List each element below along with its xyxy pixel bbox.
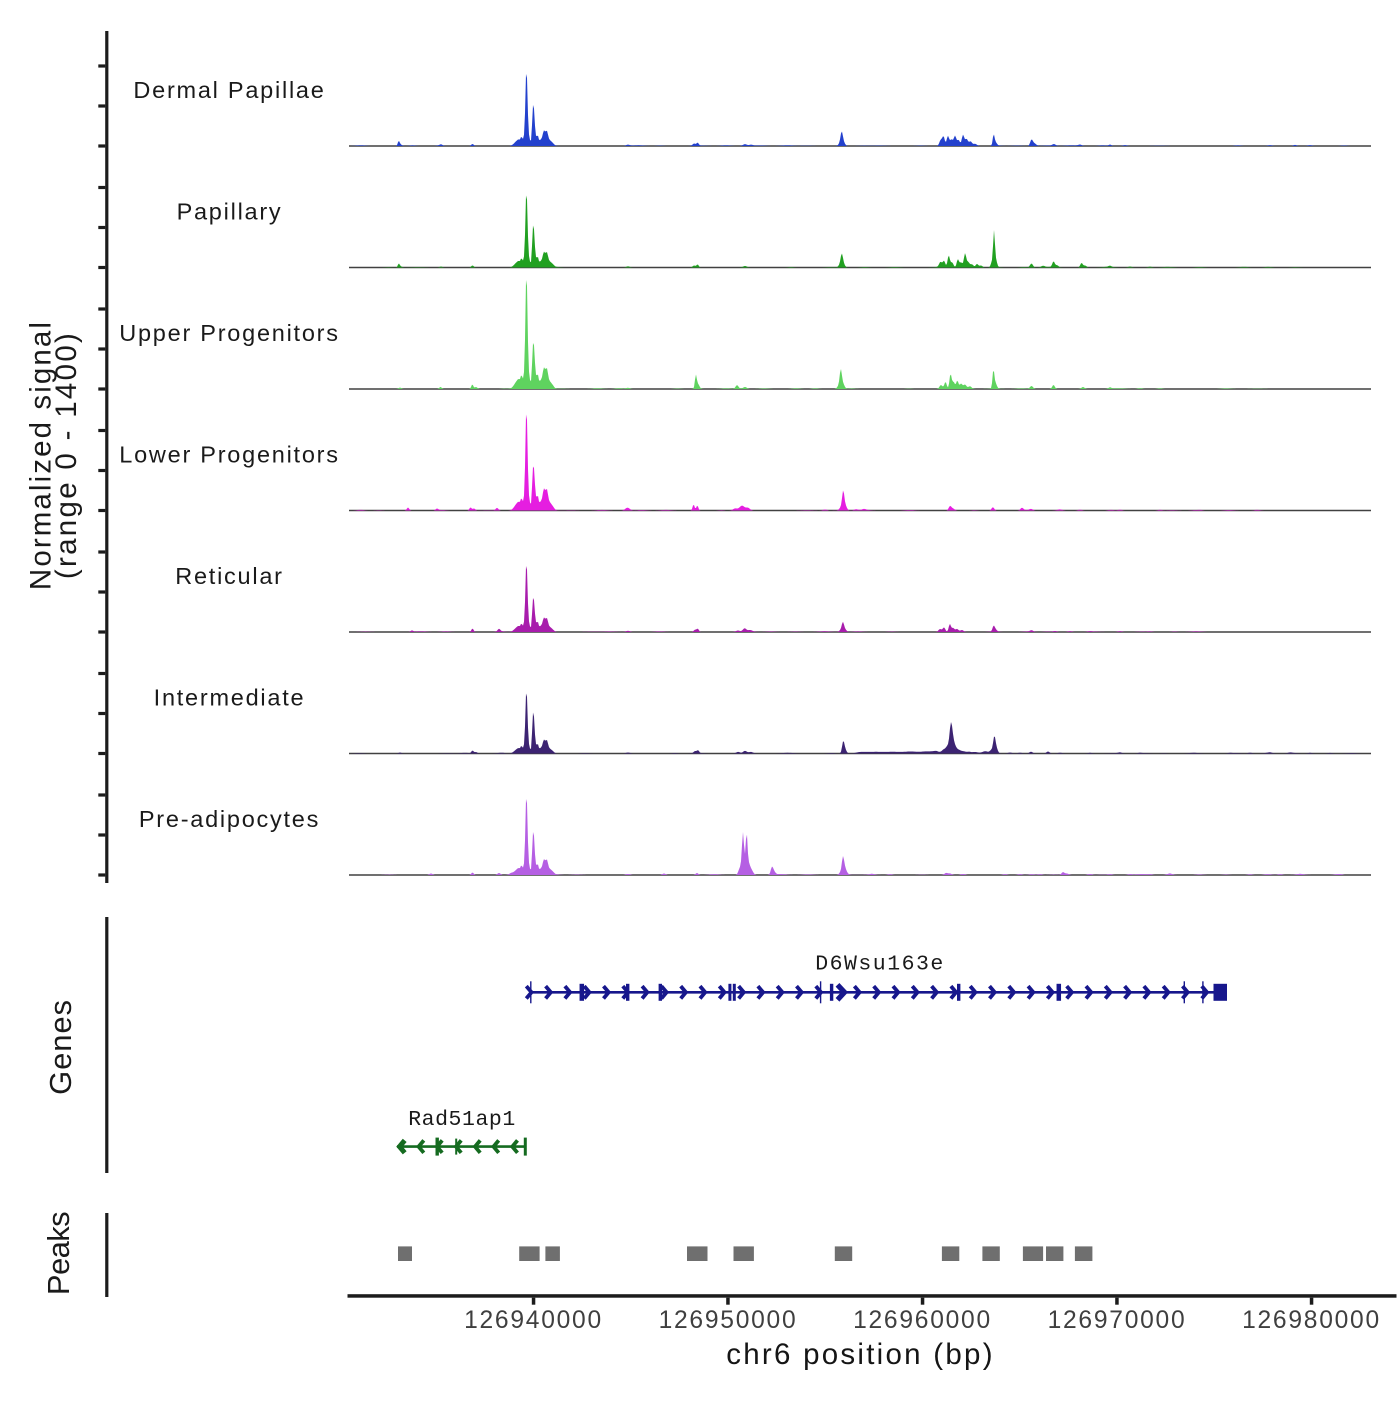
- svg-text:126970000: 126970000: [1048, 1307, 1187, 1334]
- svg-text:D6Wsu163e: D6Wsu163e: [815, 953, 945, 977]
- svg-text:126980000: 126980000: [1242, 1307, 1381, 1334]
- svg-text:Intermediate: Intermediate: [154, 684, 306, 710]
- svg-text:Upper Progenitors: Upper Progenitors: [119, 320, 339, 346]
- svg-text:126960000: 126960000: [853, 1307, 992, 1334]
- svg-text:Rad51ap1: Rad51ap1: [408, 1108, 516, 1132]
- svg-text:Lower Progenitors: Lower Progenitors: [119, 441, 339, 467]
- svg-text:126940000: 126940000: [464, 1307, 603, 1334]
- svg-text:Peaks: Peaks: [41, 1212, 76, 1295]
- svg-text:Pre-adipocytes: Pre-adipocytes: [139, 806, 320, 832]
- svg-text:Genes: Genes: [43, 999, 78, 1095]
- svg-text:126950000: 126950000: [659, 1307, 798, 1334]
- svg-text:Dermal Papillae: Dermal Papillae: [133, 77, 325, 103]
- svg-text:Papillary: Papillary: [177, 198, 283, 224]
- svg-text:Reticular: Reticular: [175, 563, 283, 589]
- svg-text:(range 0 - 1400): (range 0 - 1400): [50, 331, 83, 579]
- svg-text:chr6 position (bp): chr6 position (bp): [726, 1338, 995, 1371]
- svg-text:Normalized signal: Normalized signal: [25, 320, 58, 590]
